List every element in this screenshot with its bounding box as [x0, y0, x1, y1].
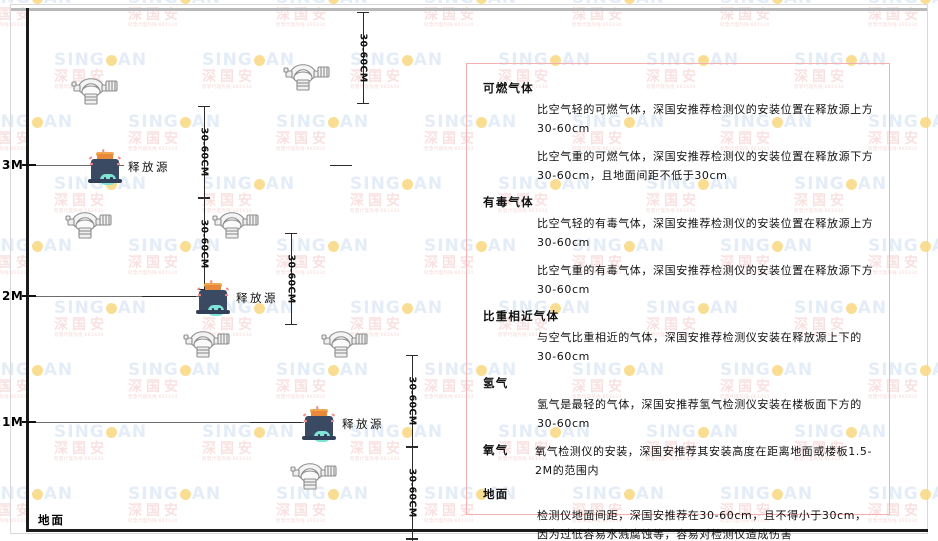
- release-source-label: 释放源: [128, 160, 170, 174]
- guideline-heading: 地面: [483, 487, 509, 501]
- axis-level-label: 1M: [2, 415, 24, 429]
- dimension-segment: 30-60CM: [196, 198, 212, 290]
- source-body: [196, 290, 230, 316]
- dimension-label: 30-60CM: [357, 33, 369, 83]
- source-neck: [97, 154, 113, 162]
- gas-detector-icon: [316, 315, 374, 361]
- guideline-heading: 比重相近气体: [483, 309, 560, 323]
- gas-detector-glyph: [321, 331, 368, 358]
- leader-line: [142, 296, 196, 297]
- dimension-stack: 30-60CM 30-60CM: [196, 106, 212, 290]
- guideline-section-ground: 地面检测仪地面间距，深国安推荐在30-60cm，且不得小于30cm，因为过低容易…: [483, 486, 875, 541]
- guideline-section-similar-density-gas: 比重相近气体与空气比重相近的气体，深国安推荐检测仪安装在释放源上下的30-60c…: [483, 308, 875, 366]
- dimension-stack: 30-60CM 30-60CM 30-60CM: [404, 355, 420, 541]
- guideline-section-combustible-gas: 可燃气体 比空气轻的可燃气体，深国安推荐检测仪的安装位置在释放源上方30-60cm…: [483, 80, 875, 185]
- source-neck: [311, 411, 327, 419]
- outer-frame: [10, 4, 928, 534]
- dimension-label: 30-60CM: [285, 254, 297, 304]
- guideline-heading: 氧气: [483, 443, 509, 457]
- dimension-segment: 30-60CM: [404, 539, 420, 541]
- guideline-paragraph: 比空气重的可燃气体，深国安推荐检测仪的安装位置在释放源下方30-60cm，且地面…: [537, 150, 874, 182]
- gas-detector-glyph: [65, 212, 112, 239]
- level-line: [29, 165, 124, 166]
- gas-detector-icon: [285, 447, 343, 493]
- source-body: [302, 416, 336, 442]
- guideline-paragraph: 比空气轻的有毒气体，深国安推荐检测仪的安装位置在释放源上方30-60cm: [537, 217, 874, 249]
- guideline-heading: 可燃气体: [483, 81, 534, 95]
- guideline-section-oxygen: 氧气 氧气检测仪的安装，深国安推荐其安装高度在距离地面或楼板1.5-2M的范围内: [483, 442, 875, 480]
- release-source-icon: [302, 406, 336, 442]
- gas-detector-glyph: [290, 463, 337, 490]
- gas-detector-glyph: [71, 78, 118, 105]
- axis-level-label: 3M: [2, 158, 24, 172]
- gas-detector-icon: [66, 62, 124, 108]
- guideline-heading: 氢气: [483, 376, 509, 390]
- guideline-paragraph: 检测仪地面间距，深国安推荐在30-60cm，且不得小于30cm，因为过低容易水溅…: [537, 509, 867, 541]
- level-tick: [22, 295, 36, 297]
- level-line: [29, 296, 214, 297]
- dimension-segment: 30-60CM: [404, 447, 420, 539]
- gas-detector-icon: [278, 48, 336, 94]
- guideline-paragraph: 与空气比重相近的气体，深国安推荐检测仪安装在释放源上下的30-60cm: [537, 331, 862, 363]
- dimension-segment: 30-60CM: [196, 106, 212, 198]
- level-tick: [22, 421, 36, 423]
- level-line: [29, 422, 304, 423]
- guideline-heading: 有毒气体: [483, 195, 534, 209]
- dimension-segment: 30-60CM: [355, 12, 371, 104]
- dimension-segment: 30-60CM: [404, 355, 420, 447]
- guideline-paragraph: 氧气检测仪的安装，深国安推荐其安装高度在距离地面或楼板1.5-2M的范围内: [535, 445, 873, 477]
- source-body: [88, 159, 122, 185]
- level-tick: [22, 164, 36, 166]
- leader-line: [250, 422, 302, 423]
- dimension-label: 30-60CM: [406, 468, 418, 518]
- guideline-paragraph: 比空气重的有毒气体，深国安推荐检测仪的安装位置在释放源下方30-60cm: [537, 264, 874, 296]
- dimension-stack: 30-60CM: [355, 12, 371, 104]
- source-face: [208, 305, 224, 316]
- installation-guidelines-panel: 可燃气体 比空气轻的可燃气体，深国安推荐检测仪的安装位置在释放源上方30-60cm…: [466, 63, 890, 541]
- frame-top-rule: [10, 8, 928, 11]
- dimension-label: 30-60CM: [406, 376, 418, 426]
- release-source-icon: [196, 280, 230, 316]
- source-neck: [205, 285, 221, 293]
- gas-detector-icon: [207, 196, 265, 242]
- leader-line: [330, 165, 352, 166]
- release-source-label: 释放源: [342, 417, 384, 431]
- gas-detector-glyph: [283, 64, 330, 91]
- dimension-label: 30-60CM: [198, 127, 210, 177]
- gas-detector-glyph: [183, 331, 230, 358]
- dimension-segment: 30-60CM: [283, 233, 299, 325]
- axis-level-label: 2M: [2, 289, 24, 303]
- vertical-axis: [26, 8, 29, 532]
- gas-detector-glyph: [212, 212, 259, 239]
- guideline-paragraph: 比空气轻的可燃气体，深国安推荐检测仪的安装位置在释放源上方30-60cm: [537, 103, 874, 135]
- ground-baseline: [26, 529, 928, 532]
- source-face: [100, 174, 116, 185]
- guideline-paragraph: 氢气是最轻的气体，深国安推荐氢气检测仪安装在楼板面下方的30-60cm: [537, 398, 862, 430]
- gas-detector-icon: [178, 315, 236, 361]
- gas-detector-icon: [60, 196, 118, 242]
- guideline-section-hydrogen: 氢气氢气是最轻的气体，深国安推荐氢气检测仪安装在楼板面下方的30-60cm: [483, 375, 875, 433]
- guideline-section-toxic-gas: 有毒气体 比空气轻的有毒气体，深国安推荐检测仪的安装位置在释放源上方30-60cm…: [483, 194, 875, 299]
- dimension-stack: 30-60CM: [283, 233, 299, 325]
- ground-label: 地面: [38, 513, 65, 527]
- source-face: [314, 431, 330, 442]
- release-source-label: 释放源: [236, 291, 278, 305]
- release-source-icon: [88, 149, 122, 185]
